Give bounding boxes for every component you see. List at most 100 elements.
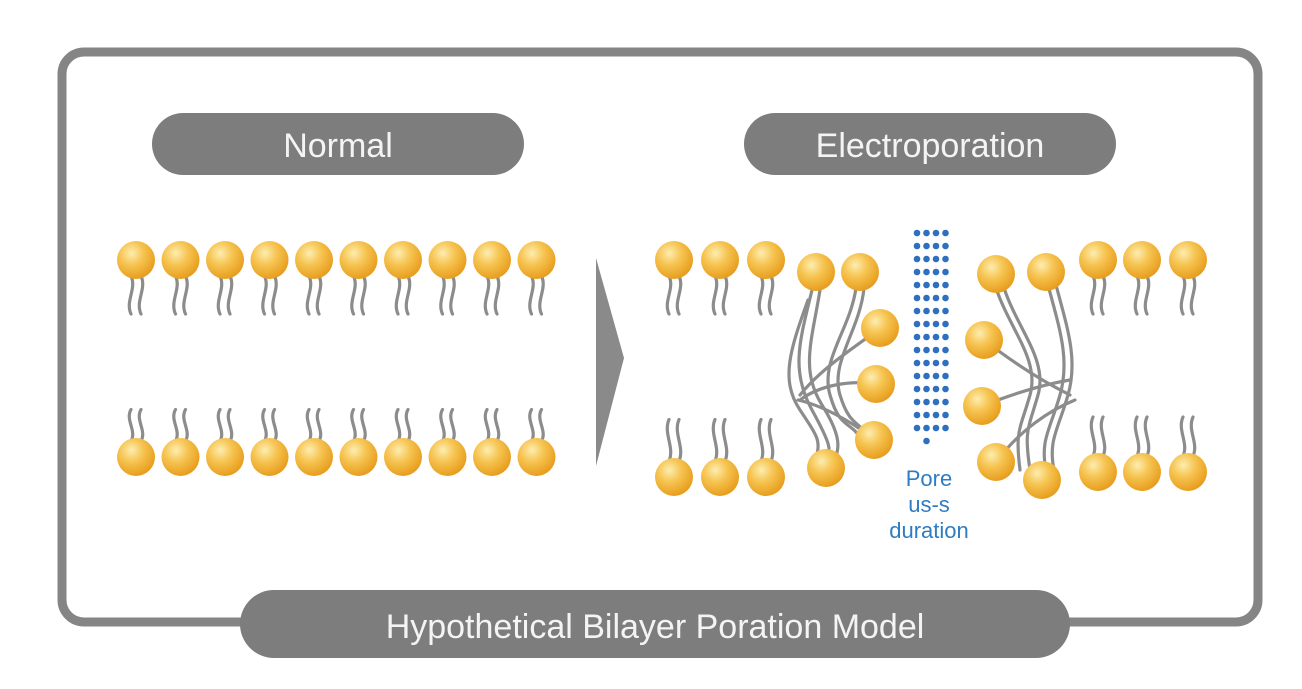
lipid-head	[965, 321, 1003, 359]
lipid-tail	[439, 274, 446, 316]
lipid-head	[250, 241, 289, 279]
lipid-head	[339, 241, 378, 279]
pore-dot	[942, 359, 949, 367]
lipid-head	[841, 253, 879, 291]
lipid-tail	[1133, 274, 1141, 316]
lipid-tail	[1099, 274, 1107, 316]
lipid-head	[807, 449, 845, 487]
lipid-tail	[483, 274, 491, 316]
lipid-tail	[137, 274, 145, 316]
pore-dot	[923, 333, 930, 341]
pore-dot	[932, 385, 940, 393]
lipid-head	[428, 438, 467, 476]
lipid-tail	[757, 274, 765, 316]
pore-dot	[923, 242, 930, 250]
lipid-tail	[404, 274, 412, 316]
pore-dot	[913, 385, 921, 393]
pore-caption-line-3: duration	[889, 518, 969, 543]
pore-dot	[942, 281, 949, 289]
lipid-tail	[360, 407, 367, 443]
lipid-head	[977, 443, 1015, 481]
normal-label: Normal	[283, 127, 393, 165]
lipid-tail	[807, 288, 840, 464]
lipid-tail	[826, 286, 864, 442]
pore-dot	[932, 229, 940, 237]
lipid-head	[384, 241, 422, 279]
lipid-tail	[350, 274, 357, 316]
lipid-tail	[439, 407, 446, 443]
electroporation-label-pill: Electroporation	[744, 113, 1116, 175]
pore-dot	[932, 242, 940, 250]
pore-dot	[942, 294, 949, 302]
lipid-tail	[305, 274, 313, 316]
lipid-tail	[711, 274, 719, 316]
lipid-head	[250, 438, 289, 476]
lipid-tail	[1143, 274, 1151, 316]
lipid-head	[861, 309, 899, 347]
pore-dot	[942, 268, 949, 276]
lipid-tail	[493, 407, 501, 443]
pore-dot	[942, 333, 949, 341]
pore-dot	[923, 255, 930, 263]
pore-dot	[932, 359, 940, 367]
lipid-head	[1079, 241, 1117, 279]
lipid-tail	[315, 407, 323, 443]
lipid-tail	[261, 407, 268, 443]
pore-caption-line-1: Pore	[906, 466, 952, 491]
lipid-tail	[757, 417, 765, 463]
lipid-head	[117, 438, 155, 476]
pore-dot	[923, 359, 930, 367]
lipid-tail	[1179, 274, 1187, 316]
lipid-tail	[394, 274, 402, 316]
lipid-tail	[172, 407, 179, 443]
pore-dot	[923, 372, 930, 380]
pore-dot	[932, 346, 940, 354]
pore-dot	[932, 398, 940, 406]
pore-dot	[932, 333, 940, 341]
pore-dot	[923, 307, 930, 315]
lipid-tail	[711, 417, 719, 463]
lipid-tail	[538, 407, 545, 443]
lipid-tail	[360, 274, 367, 316]
pore-dot	[932, 424, 940, 432]
lipid-head	[1079, 453, 1117, 491]
lipid-tail	[449, 274, 456, 316]
lipid-tail	[216, 274, 224, 316]
lipid-tail	[665, 417, 673, 463]
pore-dot	[913, 242, 921, 250]
lipid-head	[1123, 241, 1161, 279]
pore-dot	[923, 385, 930, 393]
lipid-head	[857, 365, 895, 403]
electroporation-label: Electroporation	[816, 127, 1045, 165]
pore-caption-line-2: us-s	[908, 492, 950, 517]
lipid-head	[206, 241, 244, 279]
lipid-head	[517, 438, 556, 476]
lipid-tail	[404, 407, 412, 443]
lipid-tail	[721, 274, 729, 316]
lipid-tail	[994, 286, 1034, 472]
normal-bilayer	[117, 241, 556, 476]
lipid-head	[517, 241, 556, 279]
lipid-head	[747, 241, 785, 279]
lipid-head	[295, 438, 333, 476]
lipid-tail	[305, 407, 313, 443]
lipid-tail	[1099, 415, 1107, 458]
lipid-tail	[1143, 415, 1151, 458]
lipid-tail	[767, 417, 775, 463]
lipid-tail	[127, 407, 135, 443]
lipid-head	[1169, 453, 1207, 491]
pore-dot	[942, 255, 949, 263]
model-label-pill: Hypothetical Bilayer Poration Model	[240, 590, 1070, 658]
pore-dot	[923, 424, 930, 432]
lipid-tail	[271, 407, 278, 443]
pore-dot	[942, 398, 949, 406]
pore-dot	[923, 346, 930, 354]
lipid-head	[655, 458, 693, 496]
pore-dot	[942, 320, 949, 328]
lipid-head	[1027, 253, 1065, 291]
lipid-tail	[528, 274, 535, 316]
pore-dot	[942, 346, 949, 354]
model-label: Hypothetical Bilayer Poration Model	[386, 608, 925, 646]
lipid-head	[161, 241, 200, 279]
